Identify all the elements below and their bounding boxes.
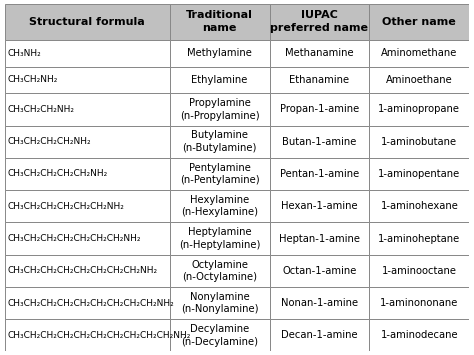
- Text: IUPAC
preferred name: IUPAC preferred name: [271, 10, 368, 33]
- Text: CH₃NH₂: CH₃NH₂: [8, 49, 42, 58]
- Text: 1-aminobutane: 1-aminobutane: [381, 137, 457, 147]
- Text: Pentan-1-amine: Pentan-1-amine: [280, 169, 359, 179]
- Bar: [170, 158, 270, 190]
- Text: 1-aminohexane: 1-aminohexane: [381, 201, 458, 211]
- Text: CH₃CH₂CH₂CH₂CH₂CH₂NH₂: CH₃CH₂CH₂CH₂CH₂CH₂NH₂: [8, 202, 125, 211]
- Text: Pentylamine
(n-Pentylamine): Pentylamine (n-Pentylamine): [180, 163, 259, 185]
- Bar: [170, 40, 270, 66]
- Bar: [270, 190, 369, 222]
- Text: Heptan-1-amine: Heptan-1-amine: [279, 234, 360, 244]
- Bar: [5, 126, 170, 158]
- Bar: [369, 255, 469, 287]
- Text: Other name: Other name: [383, 17, 456, 27]
- Bar: [270, 40, 369, 66]
- Text: CH₃CH₂CH₂NH₂: CH₃CH₂CH₂NH₂: [8, 105, 75, 114]
- Text: Hexylamine
(n-Hexylamine): Hexylamine (n-Hexylamine): [181, 195, 258, 217]
- Text: Ethylamine: Ethylamine: [191, 75, 248, 85]
- Bar: [270, 126, 369, 158]
- Text: CH₃CH₂CH₂CH₂NH₂: CH₃CH₂CH₂CH₂NH₂: [8, 137, 91, 146]
- Bar: [170, 190, 270, 222]
- Text: Methanamine: Methanamine: [285, 48, 354, 58]
- Bar: [5, 40, 170, 66]
- Bar: [5, 319, 170, 351]
- Bar: [5, 255, 170, 287]
- Text: 1-aminooctane: 1-aminooctane: [382, 266, 457, 276]
- Text: Aminomethane: Aminomethane: [381, 48, 457, 58]
- Text: 1-aminopentane: 1-aminopentane: [378, 169, 460, 179]
- Bar: [369, 66, 469, 93]
- Bar: [369, 93, 469, 126]
- Text: Nonylamine
(n-Nonylamine): Nonylamine (n-Nonylamine): [181, 292, 258, 314]
- Bar: [369, 126, 469, 158]
- Bar: [270, 287, 369, 319]
- Text: Propan-1-amine: Propan-1-amine: [280, 104, 359, 114]
- Text: Octylamine
(n-Octylamine): Octylamine (n-Octylamine): [182, 260, 257, 282]
- Bar: [369, 287, 469, 319]
- Bar: [170, 66, 270, 93]
- Text: Octan-1-amine: Octan-1-amine: [282, 266, 356, 276]
- Text: Structural formula: Structural formula: [29, 17, 145, 27]
- Bar: [369, 222, 469, 255]
- Text: Butylamine
(n-Butylamine): Butylamine (n-Butylamine): [182, 131, 257, 153]
- Bar: [270, 158, 369, 190]
- Bar: [170, 319, 270, 351]
- Text: CH₃CH₂NH₂: CH₃CH₂NH₂: [8, 75, 58, 84]
- Text: 1-aminononane: 1-aminononane: [380, 298, 458, 308]
- Text: Propylamine
(n-Propylamine): Propylamine (n-Propylamine): [180, 98, 259, 121]
- Bar: [270, 255, 369, 287]
- Text: Decylamine
(n-Decylamine): Decylamine (n-Decylamine): [181, 324, 258, 346]
- Bar: [170, 287, 270, 319]
- Text: Ethanamine: Ethanamine: [290, 75, 349, 85]
- Bar: [270, 4, 369, 40]
- Text: CH₃CH₂CH₂CH₂CH₂CH₂CH₂CH₂CH₂NH₂: CH₃CH₂CH₂CH₂CH₂CH₂CH₂CH₂CH₂NH₂: [8, 299, 175, 307]
- Text: Butan-1-amine: Butan-1-amine: [282, 137, 356, 147]
- Bar: [270, 93, 369, 126]
- Bar: [5, 4, 170, 40]
- Bar: [270, 66, 369, 93]
- Bar: [5, 93, 170, 126]
- Bar: [5, 66, 170, 93]
- Text: Nonan-1-amine: Nonan-1-amine: [281, 298, 358, 308]
- Bar: [369, 158, 469, 190]
- Bar: [170, 93, 270, 126]
- Bar: [369, 4, 469, 40]
- Text: 1-aminopropane: 1-aminopropane: [378, 104, 460, 114]
- Bar: [5, 287, 170, 319]
- Bar: [5, 222, 170, 255]
- Text: Heptylamine
(n-Heptylamine): Heptylamine (n-Heptylamine): [179, 227, 260, 250]
- Text: Methylamine: Methylamine: [187, 48, 252, 58]
- Bar: [5, 158, 170, 190]
- Bar: [270, 222, 369, 255]
- Text: Traditional
name: Traditional name: [186, 10, 253, 33]
- Text: CH₃CH₂CH₂CH₂CH₂CH₂CH₂NH₂: CH₃CH₂CH₂CH₂CH₂CH₂CH₂NH₂: [8, 234, 142, 243]
- Text: Aminoethane: Aminoethane: [386, 75, 453, 85]
- Bar: [170, 255, 270, 287]
- Bar: [369, 319, 469, 351]
- Text: CH₃CH₂CH₂CH₂CH₂NH₂: CH₃CH₂CH₂CH₂CH₂NH₂: [8, 169, 108, 179]
- Bar: [170, 222, 270, 255]
- Text: Hexan-1-amine: Hexan-1-amine: [281, 201, 358, 211]
- Text: CH₃CH₂CH₂CH₂CH₂CH₂CH₂CH₂NH₂: CH₃CH₂CH₂CH₂CH₂CH₂CH₂CH₂NH₂: [8, 266, 158, 275]
- Text: CH₃CH₂CH₂CH₂CH₂CH₂CH₂CH₂CH₂CH₂NH₂: CH₃CH₂CH₂CH₂CH₂CH₂CH₂CH₂CH₂CH₂NH₂: [8, 331, 191, 340]
- Bar: [170, 126, 270, 158]
- Text: 1-aminoheptane: 1-aminoheptane: [378, 234, 460, 244]
- Bar: [369, 190, 469, 222]
- Bar: [170, 4, 270, 40]
- Text: 1-aminodecane: 1-aminodecane: [381, 330, 458, 340]
- Text: Decan-1-amine: Decan-1-amine: [281, 330, 358, 340]
- Bar: [270, 319, 369, 351]
- Bar: [369, 40, 469, 66]
- Bar: [5, 190, 170, 222]
